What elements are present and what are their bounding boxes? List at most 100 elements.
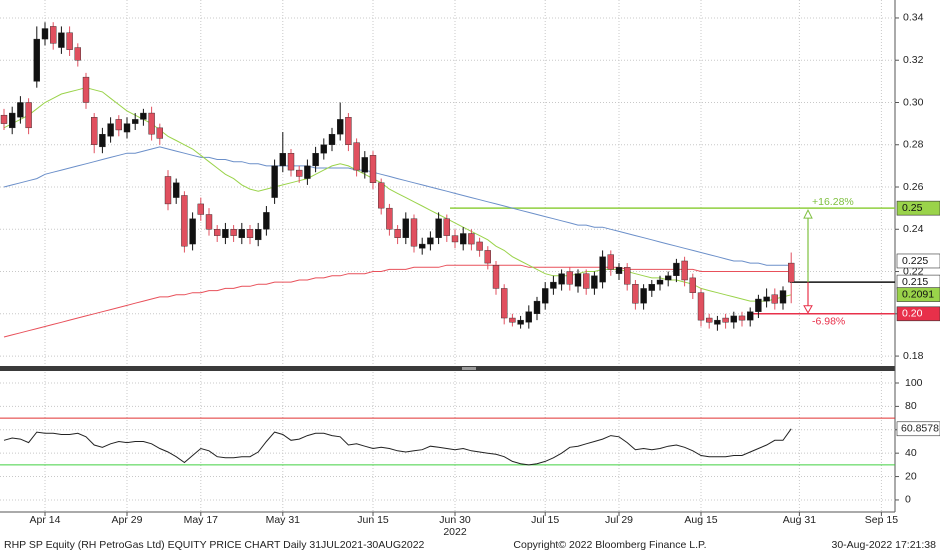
- candle-body: [82, 76, 90, 103]
- y-tick-label: 0.24: [903, 223, 924, 235]
- candle-body: [558, 273, 565, 285]
- x-tick-label: Apr 14: [30, 514, 61, 526]
- candle-body: [246, 229, 254, 238]
- y-tick-label: 80: [905, 400, 917, 412]
- candle-body: [615, 267, 623, 274]
- rsi-line: [3, 428, 792, 466]
- candle-body: [656, 279, 664, 285]
- candle-body: [361, 157, 368, 173]
- y-tick-label: 20: [905, 470, 917, 482]
- x-tick-label: Jul 15: [531, 514, 559, 526]
- x-tick-label: Aug 31: [783, 514, 816, 526]
- moving-average: [3, 264, 792, 338]
- candle-body: [410, 218, 418, 247]
- candle-body: [107, 123, 114, 137]
- candle-body: [213, 229, 221, 236]
- candle-body: [238, 229, 246, 238]
- candle-body: [599, 256, 606, 283]
- candle-body: [271, 165, 278, 198]
- x-tick-label: May 31: [266, 514, 301, 526]
- price-label: 0.2091: [902, 288, 934, 300]
- price-label: 0.25: [902, 202, 923, 214]
- candle-body: [492, 265, 500, 289]
- moving-average: [3, 146, 792, 266]
- candle-body: [607, 254, 614, 270]
- candle-body: [542, 288, 549, 304]
- y-tick-label: 0.22: [903, 265, 924, 277]
- candle-body: [320, 144, 327, 154]
- candle-body: [574, 273, 582, 287]
- y-tick-label: 0.32: [903, 54, 924, 66]
- candle-body: [33, 38, 40, 82]
- candle-body: [468, 233, 475, 245]
- price-label: 0.215: [902, 276, 928, 288]
- year-label: 2022: [443, 526, 467, 538]
- candle-body: [435, 218, 442, 238]
- candle-body: [8, 112, 16, 129]
- price-label-box: [896, 253, 940, 269]
- y-tick-label: 0.26: [903, 181, 924, 193]
- y-tick-label: 100: [905, 377, 923, 389]
- candle-body: [345, 117, 352, 145]
- footer-right: 30-Aug-2022 17:21:38: [831, 539, 936, 551]
- candle-body: [788, 262, 795, 283]
- candle-body: [550, 281, 557, 289]
- annotation: +16.28%: [812, 196, 854, 208]
- candle-body: [222, 229, 229, 238]
- candle-body: [172, 182, 180, 198]
- price-label: 0.225: [902, 255, 928, 267]
- price-label: 0.20: [902, 308, 923, 320]
- annotation: -6.98%: [812, 316, 845, 328]
- candle-body: [205, 214, 213, 230]
- candle-body: [287, 153, 295, 171]
- candle-body: [0, 114, 8, 124]
- x-tick-label: Jul 29: [605, 514, 633, 526]
- x-tick-label: Jun 15: [357, 514, 389, 526]
- candle-body: [525, 311, 532, 323]
- candle-body: [140, 112, 147, 120]
- candle-body: [730, 315, 737, 323]
- y-tick-label: 0.34: [903, 12, 924, 24]
- y-tick-label: 40: [905, 447, 917, 459]
- candle-body: [640, 288, 647, 304]
- y-tick-label: 0.18: [903, 350, 924, 362]
- x-tick-label: Aug 15: [684, 514, 717, 526]
- panel-separator: [0, 366, 895, 371]
- candle-body: [156, 127, 164, 139]
- candle-body: [706, 317, 713, 323]
- candle-body: [197, 203, 205, 215]
- candle-body: [591, 275, 598, 289]
- candle-body: [99, 133, 106, 148]
- candle-body: [337, 119, 344, 135]
- candle-body: [394, 229, 401, 238]
- candle-body: [41, 28, 49, 40]
- candle-body: [328, 133, 336, 145]
- candle-body: [312, 153, 319, 167]
- candle-body: [771, 294, 778, 304]
- candle-body: [419, 243, 426, 249]
- x-tick-label: Apr 29: [112, 514, 143, 526]
- x-tick-label: Jun 30: [439, 514, 471, 526]
- down-arrow-head: [803, 305, 813, 314]
- footer-left: RHP SP Equity (RH PetroGas Ltd) EQUITY P…: [4, 539, 425, 551]
- candle-body: [681, 260, 688, 281]
- candle-body: [378, 182, 385, 209]
- candle-body: [697, 292, 705, 321]
- footer-center: Copyright© 2022 Bloomberg Finance L.P.: [513, 539, 706, 551]
- candle-body: [164, 176, 172, 205]
- candle-body: [369, 155, 377, 183]
- y-tick-label: 0.30: [903, 96, 924, 108]
- candle-body: [181, 195, 188, 247]
- candle-body: [131, 119, 139, 124]
- y-tick-label: 0: [905, 494, 911, 506]
- candle-body: [296, 169, 303, 177]
- candle-body: [50, 26, 57, 44]
- candle-body: [451, 235, 459, 243]
- candle-body: [230, 229, 237, 236]
- candle-body: [427, 237, 434, 245]
- candle-body: [460, 233, 467, 245]
- x-tick-label: May 17: [184, 514, 219, 526]
- candle-body: [747, 311, 754, 321]
- candle-body: [263, 212, 270, 230]
